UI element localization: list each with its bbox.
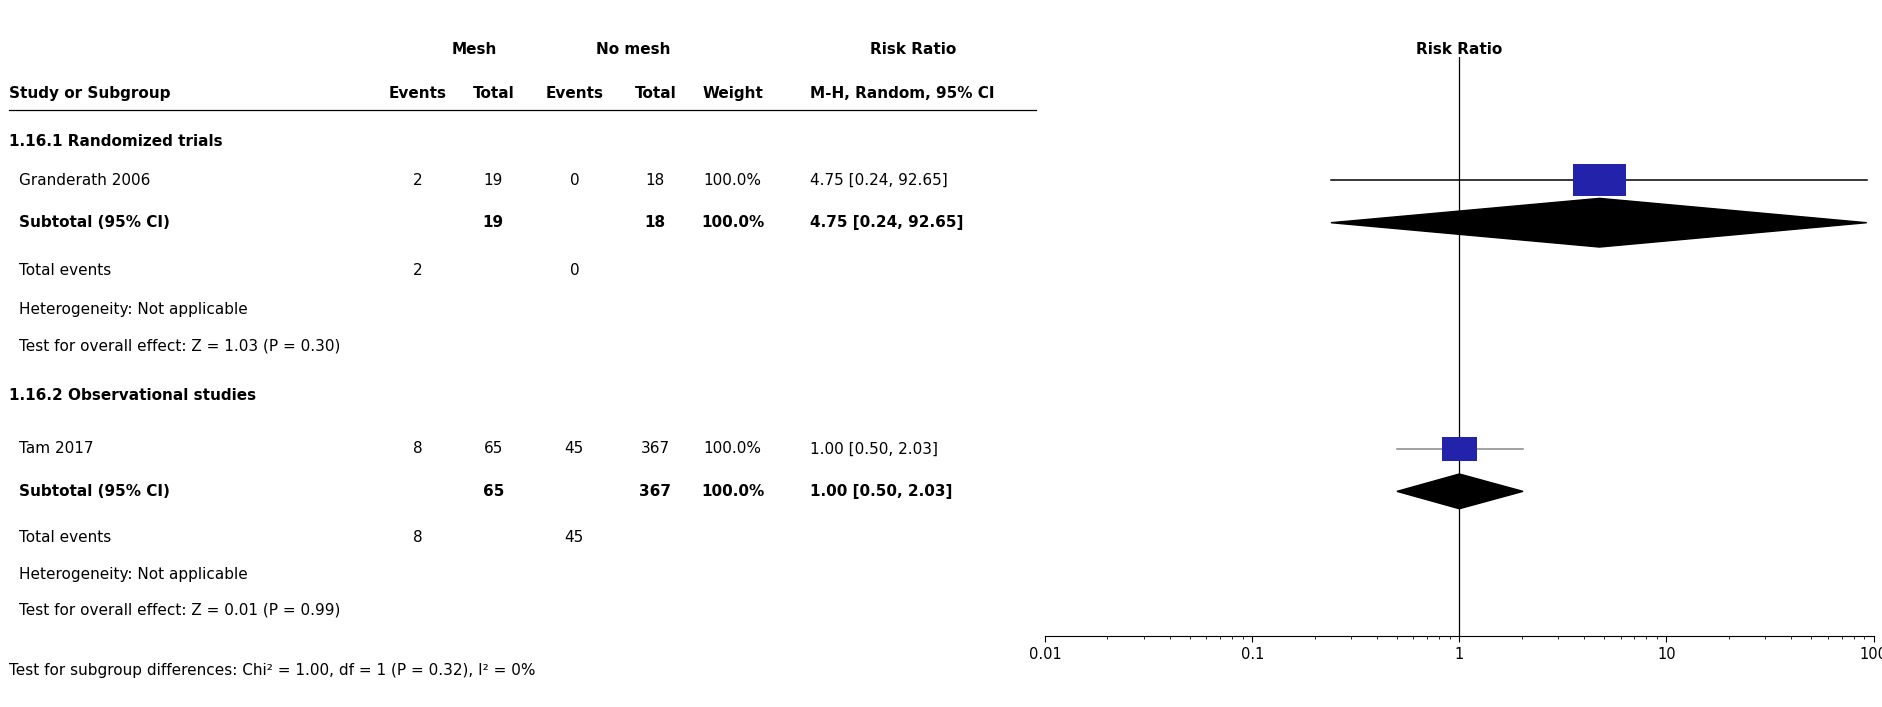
Text: 8: 8 xyxy=(412,441,423,457)
Text: 19: 19 xyxy=(482,215,504,230)
Text: 367: 367 xyxy=(640,484,670,499)
Polygon shape xyxy=(1396,474,1523,509)
Text: 2: 2 xyxy=(412,262,423,278)
Text: M-H, Random, 95% CI: M-H, Random, 95% CI xyxy=(809,86,994,101)
Text: 1.16.2 Observational studies: 1.16.2 Observational studies xyxy=(9,388,256,404)
Text: 1.00 [0.50, 2.03]: 1.00 [0.50, 2.03] xyxy=(809,441,937,457)
Text: No mesh: No mesh xyxy=(597,42,670,57)
Text: 100.0%: 100.0% xyxy=(704,441,760,457)
Polygon shape xyxy=(1331,199,1865,247)
Text: 367: 367 xyxy=(640,441,670,457)
Text: 100.0%: 100.0% xyxy=(704,173,760,188)
Text: Test for overall effect: Z = 1.03 (P = 0.30): Test for overall effect: Z = 1.03 (P = 0… xyxy=(19,339,341,354)
Text: 4.75 [0.24, 92.65]: 4.75 [0.24, 92.65] xyxy=(809,173,947,188)
Text: Granderath 2006: Granderath 2006 xyxy=(19,173,151,188)
Text: Total events: Total events xyxy=(19,262,111,278)
Text: Tam 2017: Tam 2017 xyxy=(19,441,94,457)
Text: Mesh: Mesh xyxy=(452,42,497,57)
Text: Total: Total xyxy=(634,86,676,101)
Text: 65: 65 xyxy=(484,441,502,457)
Text: Subtotal (95% CI): Subtotal (95% CI) xyxy=(19,484,169,499)
Text: Study or Subgroup: Study or Subgroup xyxy=(9,86,171,101)
Text: 1.00 [0.50, 2.03]: 1.00 [0.50, 2.03] xyxy=(809,484,952,499)
Text: 18: 18 xyxy=(644,215,666,230)
Text: 19: 19 xyxy=(484,173,502,188)
Text: Total events: Total events xyxy=(19,530,111,545)
Text: Test for overall effect: Z = 0.01 (P = 0.99): Test for overall effect: Z = 0.01 (P = 0… xyxy=(19,602,341,618)
Text: 100.0%: 100.0% xyxy=(700,484,764,499)
Text: 45: 45 xyxy=(565,441,583,457)
Text: Events: Events xyxy=(546,86,602,101)
Text: 100.0%: 100.0% xyxy=(700,215,764,230)
Text: 65: 65 xyxy=(482,484,504,499)
Text: M-H, Random, 95% CI: M-H, Random, 95% CI xyxy=(1366,86,1551,101)
Text: Subtotal (95% CI): Subtotal (95% CI) xyxy=(19,215,169,230)
Text: 1.16.1 Randomized trials: 1.16.1 Randomized trials xyxy=(9,134,222,149)
Text: 0: 0 xyxy=(568,173,580,188)
Text: 2: 2 xyxy=(412,173,423,188)
Text: Heterogeneity: Not applicable: Heterogeneity: Not applicable xyxy=(19,302,247,317)
Text: Heterogeneity: Not applicable: Heterogeneity: Not applicable xyxy=(19,566,247,582)
Text: 45: 45 xyxy=(565,530,583,545)
Bar xyxy=(1571,164,1626,197)
Text: Events: Events xyxy=(390,86,446,101)
Text: Risk Ratio: Risk Ratio xyxy=(869,42,956,57)
Text: Total: Total xyxy=(472,86,514,101)
Bar xyxy=(1442,437,1475,461)
Text: Weight: Weight xyxy=(702,86,762,101)
Text: 0: 0 xyxy=(568,262,580,278)
Text: 8: 8 xyxy=(412,530,423,545)
Text: 18: 18 xyxy=(646,173,664,188)
Text: Test for subgroup differences: Chi² = 1.00, df = 1 (P = 0.32), I² = 0%: Test for subgroup differences: Chi² = 1.… xyxy=(9,662,536,678)
Text: Risk Ratio: Risk Ratio xyxy=(1415,42,1502,57)
Text: 4.75 [0.24, 92.65]: 4.75 [0.24, 92.65] xyxy=(809,215,962,230)
